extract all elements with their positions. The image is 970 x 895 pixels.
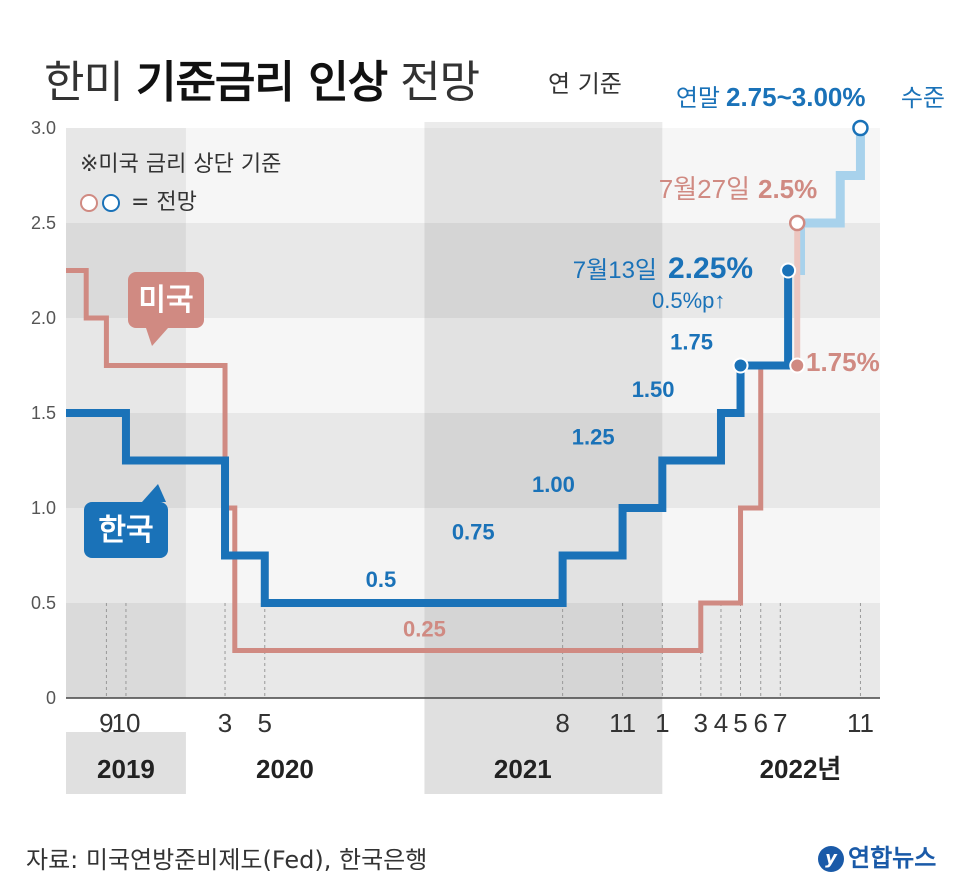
korea-badge-tail: [142, 484, 166, 502]
us-rate-line: [66, 268, 788, 653]
chart-title: 한미 기준금리 인상 전망: [44, 46, 480, 110]
y-tick-label: 1.0: [31, 498, 56, 518]
title-part1: 한미: [44, 57, 124, 108]
korea-value-label: 1.25: [572, 425, 615, 450]
year-label: 2021: [494, 754, 552, 784]
year-end-suffix: 수준: [901, 85, 945, 112]
korea-value-label: 0.75: [452, 520, 495, 545]
us-badge-bg: [128, 272, 204, 328]
us-upper-note: ※미국 금리 상단 기준: [80, 152, 282, 177]
y-tick-label: 1.5: [31, 403, 56, 423]
title-part2: 전망: [400, 57, 480, 108]
korea-badge-bg: [84, 502, 168, 558]
korea-value-label: 1.00: [532, 472, 575, 497]
us-jul27-value: 2.5%: [758, 174, 817, 204]
year-label: 2020: [256, 754, 314, 784]
source-note: 자료: 미국연방준비제도(Fed), 한국은행: [26, 846, 428, 874]
x-tick-label: 4: [714, 708, 728, 738]
brand-name: 연합뉴스: [848, 844, 937, 872]
y-tick-label: 0.5: [31, 593, 56, 613]
year-shade-2021: [424, 122, 663, 698]
korea-badge: 한국: [84, 484, 168, 558]
y-tick-label: 3.0: [31, 118, 56, 138]
x-tick-label: 3: [694, 708, 708, 738]
x-tick-label: 7: [773, 708, 787, 738]
x-tick-label: 5: [258, 708, 272, 738]
brand-logo: y 연합뉴스: [818, 838, 936, 873]
y-tick-label: 2.0: [31, 308, 56, 328]
korea-jul13-date: 7월13일: [573, 257, 657, 284]
korea-rate-line: [66, 270, 793, 607]
us-jul27-date: 7월27일: [659, 174, 750, 204]
y-band: [66, 128, 880, 223]
unit-note: 연 기준: [548, 70, 622, 98]
year-end-value: 2.75~3.00%: [726, 82, 866, 112]
forecast-legend: = 전망: [80, 184, 197, 216]
x-tick-label: 10: [111, 708, 140, 738]
us-value-label: 0.25: [403, 617, 446, 642]
x-tick-label: 5: [733, 708, 747, 738]
us-forecast-circle-icon: [80, 194, 98, 212]
title-bold: 기준금리 인상: [135, 57, 388, 108]
x-tick-label: 8: [555, 708, 569, 738]
us-badge-tail: [146, 328, 168, 346]
year-end-prefix: 연말: [676, 85, 720, 112]
x-tick-label: 3: [218, 708, 232, 738]
korea-jul13-change: 0.5%p↑: [652, 288, 725, 313]
us-badge: 미국: [128, 272, 204, 346]
korea-forecast-line: [788, 128, 865, 275]
korea-jul13-value: 2.25%: [668, 252, 753, 285]
x-tick-label: 11: [609, 708, 636, 738]
us-current-value: 1.75%: [806, 347, 880, 377]
yonhap-logo-icon: y: [818, 846, 844, 872]
forecast-legend-label: = 전망: [131, 190, 197, 215]
korea-value-label: 1.75: [670, 330, 713, 355]
year-label: 2019: [97, 754, 155, 784]
x-tick-label: 11: [847, 708, 874, 738]
x-tick-label: 1: [655, 708, 669, 738]
y-tick-label: 2.5: [31, 213, 56, 233]
y-tick-label: 0: [46, 688, 56, 708]
us-point-175: [789, 357, 806, 374]
korea-forecast-point: [852, 119, 869, 137]
korea-badge-label: 한국: [98, 513, 153, 548]
korea-value-label: 1.50: [632, 377, 675, 402]
us-badge-label: 미국: [138, 283, 193, 318]
us-forecast-point: [788, 214, 806, 232]
x-tick-label: 6: [754, 708, 768, 738]
year-label-bg-2019: [66, 732, 186, 794]
year-label-bg-2021: [424, 698, 663, 794]
korea-value-label: 0.5: [366, 567, 397, 592]
korea-point-225: [780, 262, 797, 279]
year-label: 2022년: [760, 754, 842, 784]
x-tick-label: 9: [99, 708, 113, 738]
korea-point-175: [732, 357, 749, 374]
y-band: [66, 508, 880, 603]
korea-forecast-circle-icon: [102, 194, 120, 212]
